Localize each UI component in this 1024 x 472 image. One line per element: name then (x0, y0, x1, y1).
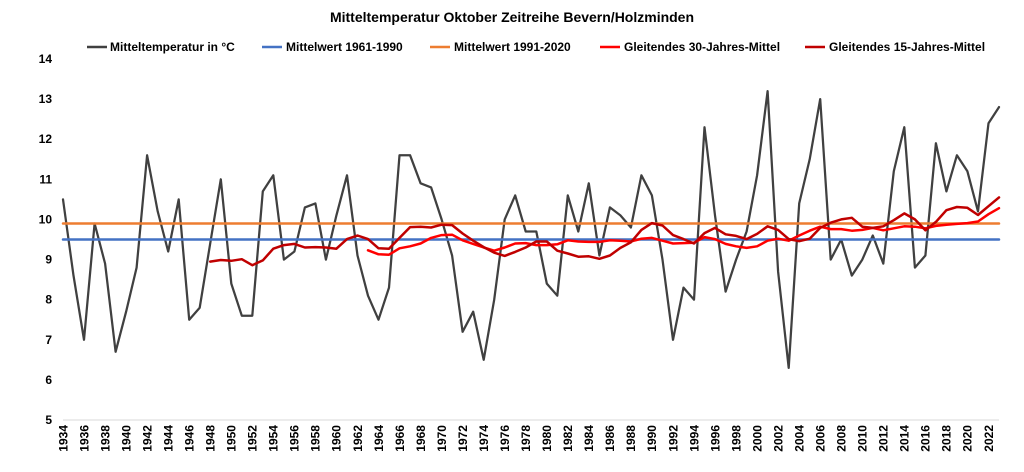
x-tick-label: 2022 (982, 425, 996, 452)
x-tick-label: 1974 (477, 425, 491, 452)
legend-label-mean-1991-2020: Mittelwert 1991-2020 (454, 40, 571, 54)
x-tick-label: 1952 (246, 425, 260, 452)
y-tick-label: 10 (39, 212, 53, 226)
moving-avg-15-line (208, 196, 1001, 267)
x-tick-label: 2018 (940, 425, 954, 452)
legend-item-mean-1991-2020: Mittelwert 1991-2020 (430, 40, 571, 54)
x-axis-tick-labels: 1934 1936 1938 1940 1942 1944 1946 1948 1950 1952… (56, 425, 996, 452)
x-tick-label: 1986 (603, 425, 617, 452)
x-tick-label: 1950 (225, 425, 239, 452)
x-tick-label: 1942 (140, 425, 154, 452)
temperature-line (61, 89, 1001, 370)
legend-label-temperature: Mitteltemperatur in °C (110, 40, 235, 54)
legend-label-moving-avg-30: Gleitendes 30-Jahres-Mittel (624, 40, 780, 54)
x-tick-label: 1994 (687, 425, 701, 452)
x-tick-label: 1966 (393, 425, 407, 452)
y-tick-label: 14 (39, 52, 53, 66)
x-tick-label: 2016 (919, 425, 933, 452)
x-tick-label: 2002 (771, 425, 785, 452)
legend-item-moving-avg-30: Gleitendes 30-Jahres-Mittel (600, 40, 780, 54)
y-tick-label: 5 (45, 413, 52, 427)
legend-item-moving-avg-15: Gleitendes 15-Jahres-Mittel (805, 40, 985, 54)
x-tick-label: 2006 (814, 425, 828, 452)
x-tick-label: 1940 (119, 425, 133, 452)
legend-item-temperature: Mitteltemperatur in °C (87, 40, 235, 54)
x-tick-label: 1992 (666, 425, 680, 452)
y-tick-label: 9 (45, 253, 52, 267)
legend-label-moving-avg-15: Gleitendes 15-Jahres-Mittel (829, 40, 985, 54)
x-tick-label: 1984 (582, 425, 596, 452)
x-tick-label: 1938 (98, 425, 112, 452)
x-tick-label: 2012 (877, 425, 891, 452)
legend-item-mean-1961-1990: Mittelwert 1961-1990 (262, 40, 403, 54)
x-tick-label: 2000 (750, 425, 764, 452)
x-tick-label: 1954 (267, 425, 281, 452)
x-tick-label: 1944 (162, 425, 176, 452)
x-tick-label: 1962 (351, 425, 365, 452)
y-tick-label: 13 (39, 92, 53, 106)
x-tick-label: 2008 (835, 425, 849, 452)
x-tick-label: 2004 (793, 425, 807, 452)
x-tick-label: 1936 (77, 425, 91, 452)
x-tick-label: 1960 (330, 425, 344, 452)
x-tick-label: 1996 (708, 425, 722, 452)
y-tick-label: 8 (45, 293, 52, 307)
y-tick-label: 6 (45, 373, 52, 387)
x-tick-label: 1946 (183, 425, 197, 452)
y-tick-label: 11 (39, 172, 52, 186)
y-axis-tick-labels: 5 6 7 8 9 10 11 12 13 14 (39, 52, 53, 427)
legend: Mitteltemperatur in °C Mittelwert 1961-1… (87, 40, 985, 54)
x-tick-label: 1978 (519, 425, 533, 452)
x-tick-label: 1948 (204, 425, 218, 452)
x-tick-label: 1998 (729, 425, 743, 452)
chart-title: Mitteltemperatur Oktober Zeitreihe Bever… (330, 9, 694, 25)
x-tick-label: 1976 (498, 425, 512, 452)
moving-avg-30-line (366, 206, 1001, 256)
x-tick-label: 1990 (645, 425, 659, 452)
x-tick-label: 1956 (288, 425, 302, 452)
x-tick-label: 1970 (435, 425, 449, 452)
legend-label-mean-1961-1990: Mittelwert 1961-1990 (286, 40, 403, 54)
x-tick-label: 1972 (456, 425, 470, 452)
x-tick-label: 1964 (372, 425, 386, 452)
x-tick-label: 1982 (561, 425, 575, 452)
x-tick-label: 2020 (961, 425, 975, 452)
y-tick-label: 12 (39, 132, 53, 146)
x-tick-label: 1980 (540, 425, 554, 452)
plot-series (61, 89, 1001, 370)
x-tick-label: 2014 (898, 425, 912, 452)
x-tick-label: 1968 (414, 425, 428, 452)
x-tick-label: 1988 (624, 425, 638, 452)
y-tick-label: 7 (45, 333, 52, 347)
x-tick-label: 2010 (856, 425, 870, 452)
x-tick-label: 1958 (309, 425, 323, 452)
x-tick-label: 1934 (56, 425, 70, 452)
